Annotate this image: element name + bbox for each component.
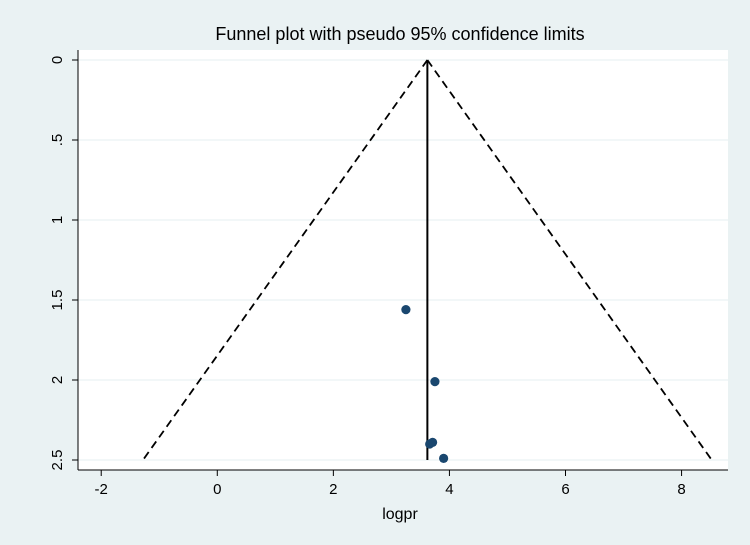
- data-point-4: [439, 453, 449, 463]
- data-point-0: [401, 305, 411, 315]
- x-tick-label-3: 4: [445, 481, 453, 498]
- data-point-1: [430, 377, 440, 387]
- plot-region: [78, 50, 728, 470]
- y-tick-label-5: 2.5: [49, 450, 66, 471]
- ci-line-left: [142, 59, 429, 461]
- x-tick-label-0: -2: [95, 481, 108, 498]
- y-tick-label-1: .5: [49, 134, 66, 147]
- x-tick-label-4: 6: [561, 481, 569, 498]
- points: [401, 305, 449, 463]
- ci-line-right: [426, 59, 713, 461]
- ticks: -2 0 2 4 6 8 0 .5 1 1.5 2 2.5: [49, 56, 686, 498]
- y-tick-label-0: 0: [49, 56, 66, 64]
- y-tick-label-4: 2: [49, 376, 66, 384]
- x-tick-label-1: 0: [213, 481, 221, 498]
- x-tick-label-5: 8: [677, 481, 685, 498]
- data-point-3: [427, 437, 438, 447]
- y-tick-label-3: 1.5: [49, 290, 66, 311]
- confidence-limits: [142, 59, 713, 461]
- chart-title: Funnel plot with pseudo 95% confidence l…: [215, 24, 584, 44]
- x-tick-label-2: 2: [329, 481, 337, 498]
- grid: [78, 59, 728, 461]
- y-tick-label-2: 1: [49, 216, 66, 224]
- x-axis-label: logpr: [382, 506, 418, 523]
